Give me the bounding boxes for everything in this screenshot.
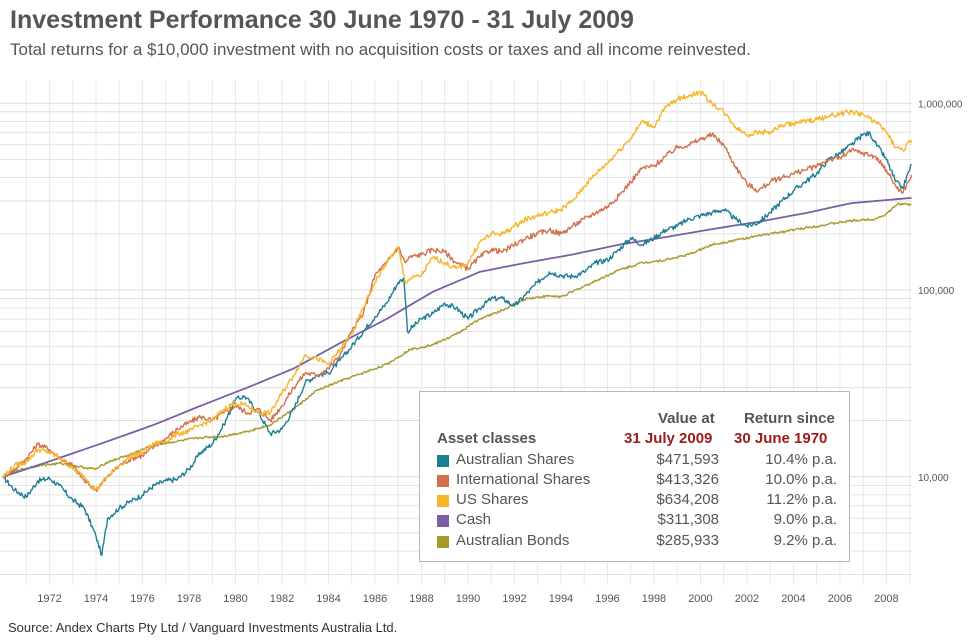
legend-asset-return: 10.4% p.a. xyxy=(765,451,837,468)
y-tick-label: 100,000 xyxy=(918,286,955,297)
legend-asset-name: Australian Shares xyxy=(456,451,575,468)
x-tick-label: 1988 xyxy=(409,593,433,605)
legend-asset-name: US Shares xyxy=(456,491,529,508)
x-tick-label: 1980 xyxy=(223,593,247,605)
legend-asset-return: 10.0% p.a. xyxy=(765,471,837,488)
legend-asset-return: 11.2% p.a. xyxy=(766,491,837,508)
legend-row: International Shares $413,326 10.0% p.a. xyxy=(437,471,837,491)
legend-asset-value: $311,308 xyxy=(657,511,719,528)
legend-asset-name: Cash xyxy=(456,511,492,528)
x-tick-label: 1978 xyxy=(177,593,201,605)
x-tick-label: 1990 xyxy=(456,593,480,605)
legend-asset-value: $471,593 xyxy=(656,451,719,468)
legend-row: Cash $311,308 9.0% p.a. xyxy=(437,511,837,531)
legend-asset-return: 9.0% p.a. xyxy=(773,511,837,528)
legend-row: US Shares $634,208 11.2% p.a. xyxy=(437,491,837,511)
x-tick-label: 1996 xyxy=(595,593,619,605)
series-line-australian-shares xyxy=(2,131,913,556)
x-tick-label: 1986 xyxy=(363,593,387,605)
legend-asset-name: International Shares xyxy=(456,471,591,488)
x-tick-label: 2004 xyxy=(781,593,805,605)
legend-swatch xyxy=(437,515,449,527)
chart-title: Investment Performance 30 June 1970 - 31… xyxy=(10,6,634,34)
x-tick-label: 1994 xyxy=(549,593,573,605)
series-line-cash xyxy=(2,197,912,478)
legend-col-asset: Asset classes xyxy=(437,430,537,447)
source-note: Source: Andex Charts Pty Ltd / Vanguard … xyxy=(8,620,398,635)
x-axis: 1972 1974 1976 1978 1980 1982 1984 1986 1988 1990… xyxy=(37,593,898,605)
x-tick-label: 2002 xyxy=(735,593,759,605)
x-tick-label: 1992 xyxy=(502,593,526,605)
legend-asset-name: Australian Bonds xyxy=(456,532,570,549)
x-tick-label: 2008 xyxy=(874,593,898,605)
legend-asset-value: $285,933 xyxy=(656,532,719,549)
x-tick-label: 1974 xyxy=(84,593,108,605)
x-tick-label: 1998 xyxy=(642,593,666,605)
legend-col-value-line2: 31 July 2009 xyxy=(624,430,713,447)
x-tick-label: 1984 xyxy=(316,593,340,605)
x-tick-label: 1982 xyxy=(270,593,294,605)
legend-asset-value: $413,326 xyxy=(656,471,719,488)
y-tick-label: 1,000,000 xyxy=(918,99,963,110)
legend-row: Australian Bonds $285,933 9.2% p.a. xyxy=(437,532,837,552)
x-tick-label: 2000 xyxy=(688,593,712,605)
series-line-international-shares xyxy=(2,132,913,493)
legend-row: Australian Shares $471,593 10.4% p.a. xyxy=(437,451,837,471)
legend-swatch xyxy=(437,475,449,487)
x-tick-label: 2006 xyxy=(828,593,852,605)
legend-col-return-line2: 30 June 1970 xyxy=(734,430,828,447)
legend-asset-value: $634,208 xyxy=(656,491,719,508)
legend-col-value-line1: Value at xyxy=(658,410,715,427)
chart-subtitle: Total returns for a $10,000 investment w… xyxy=(10,40,751,59)
x-tick-label: 1976 xyxy=(130,593,154,605)
legend-col-return-line1: Return since xyxy=(744,410,835,427)
y-tick-label: 10,000 xyxy=(918,473,949,484)
y-axis: 10,000 100,000 1,000,000 xyxy=(918,99,963,484)
chart-series xyxy=(2,90,913,556)
legend-swatch xyxy=(437,536,449,548)
legend-swatch xyxy=(437,495,449,507)
legend-asset-return: 9.2% p.a. xyxy=(773,532,837,549)
series-line-us-shares xyxy=(2,90,913,491)
legend-swatch xyxy=(437,455,449,467)
chart-legend: Value at 31 July 2009 Return since 30 Ju… xyxy=(419,391,850,562)
x-tick-label: 1972 xyxy=(37,593,61,605)
